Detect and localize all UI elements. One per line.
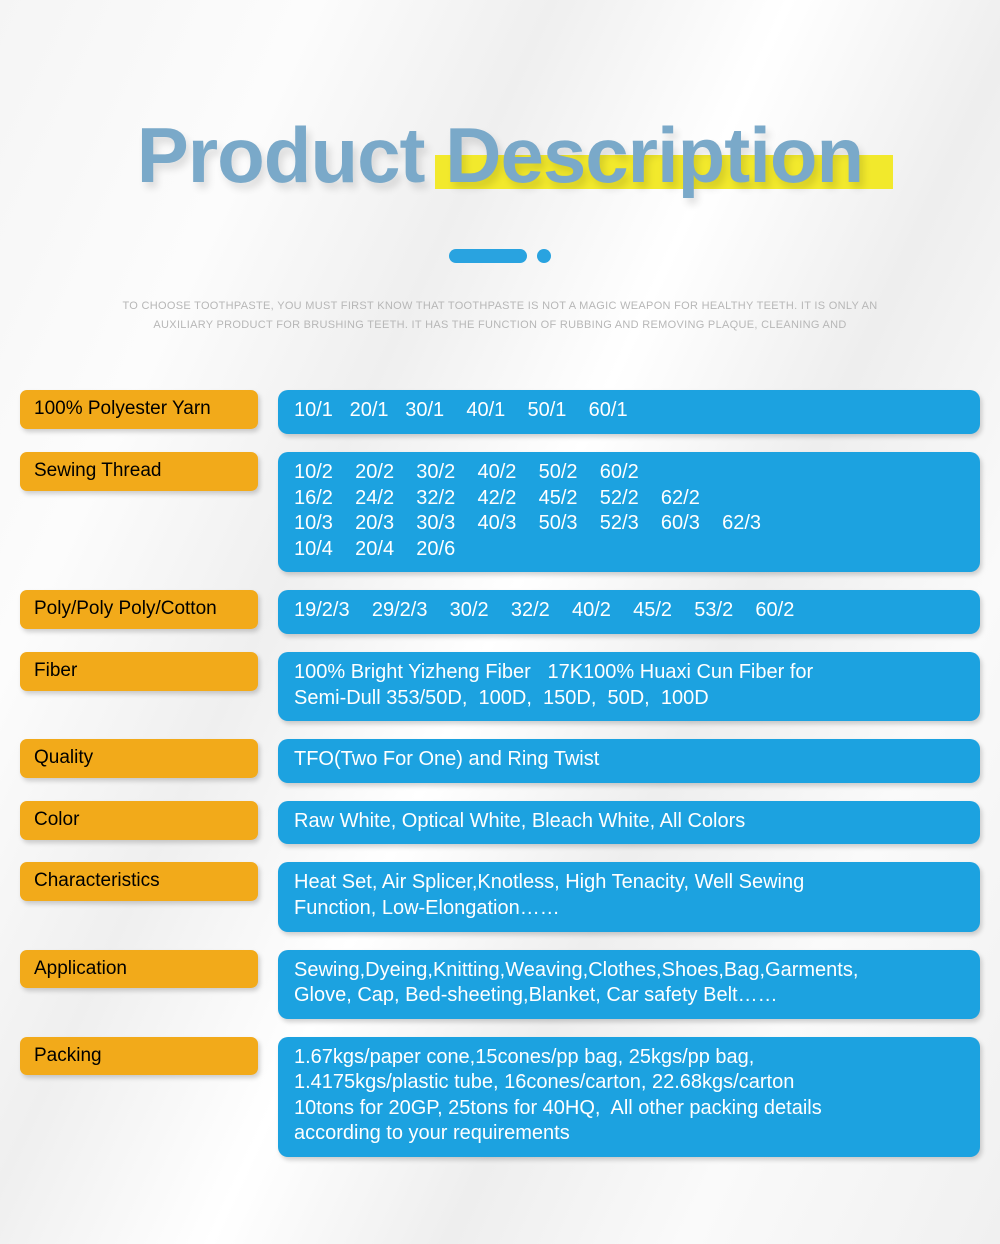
spec-label: Fiber [20, 652, 258, 691]
spec-row: Sewing Thread 10/2 20/2 30/2 40/2 50/2 60… [20, 452, 980, 572]
spec-label: Poly/Poly Poly/Cotton [20, 590, 258, 629]
spec-rows: 100% Polyester Yarn 10/1 20/1 30/1 40/1 5… [0, 334, 1000, 1157]
page-title: Product Description [137, 110, 863, 201]
spec-row: Application Sewing,Dyeing,Knitting,Weavin… [20, 950, 980, 1019]
spec-value: 10/1 20/1 30/1 40/1 50/1 60/1 [278, 390, 980, 434]
spec-row: Characteristics Heat Set, Air Splicer,Kno… [20, 862, 980, 931]
spec-value: Raw White, Optical White, Bleach White, … [278, 801, 980, 845]
spec-row: Quality TFO(Two For One) and Ring Twist [20, 739, 980, 783]
spec-value: 100% Bright Yizheng Fiber 17K100% Huaxi … [278, 652, 980, 721]
spec-label: Application [20, 950, 258, 989]
spec-value: Heat Set, Air Splicer,Knotless, High Ten… [278, 862, 980, 931]
spec-value: Sewing,Dyeing,Knitting,Weaving,Clothes,S… [278, 950, 980, 1019]
spec-label: Characteristics [20, 862, 258, 901]
spec-label: Packing [20, 1037, 258, 1076]
spec-label: Color [20, 801, 258, 840]
spec-label: 100% Polyester Yarn [20, 390, 258, 429]
spec-value: TFO(Two For One) and Ring Twist [278, 739, 980, 783]
spec-label: Sewing Thread [20, 452, 258, 491]
spec-row: Fiber 100% Bright Yizheng Fiber 17K100% H… [20, 652, 980, 721]
spec-label: Quality [20, 739, 258, 778]
spec-value: 10/2 20/2 30/2 40/2 50/2 60/2 16/2 24/2 … [278, 452, 980, 572]
decoration [0, 249, 1000, 263]
deco-dot [537, 249, 551, 263]
spec-value: 1.67kgs/paper cone,15cones/pp bag, 25kgs… [278, 1037, 980, 1157]
deco-bar [449, 249, 527, 263]
title-word-1: Product [137, 111, 425, 199]
spec-row: 100% Polyester Yarn 10/1 20/1 30/1 40/1 5… [20, 390, 980, 434]
sub-text: TO CHOOSE TOOTHPASTE, YOU MUST FIRST KNO… [0, 297, 1000, 334]
header: Product Description TO CHOOSE TOOTHPASTE… [0, 0, 1000, 334]
spec-value: 19/2/3 29/2/3 30/2 32/2 40/2 45/2 53/2 6… [278, 590, 980, 634]
spec-row: Color Raw White, Optical White, Bleach Wh… [20, 801, 980, 845]
spec-row: Poly/Poly Poly/Cotton 19/2/3 29/2/3 30/2 … [20, 590, 980, 634]
title-word-2: Description [445, 111, 863, 199]
spec-row: Packing 1.67kgs/paper cone,15cones/pp bag… [20, 1037, 980, 1157]
